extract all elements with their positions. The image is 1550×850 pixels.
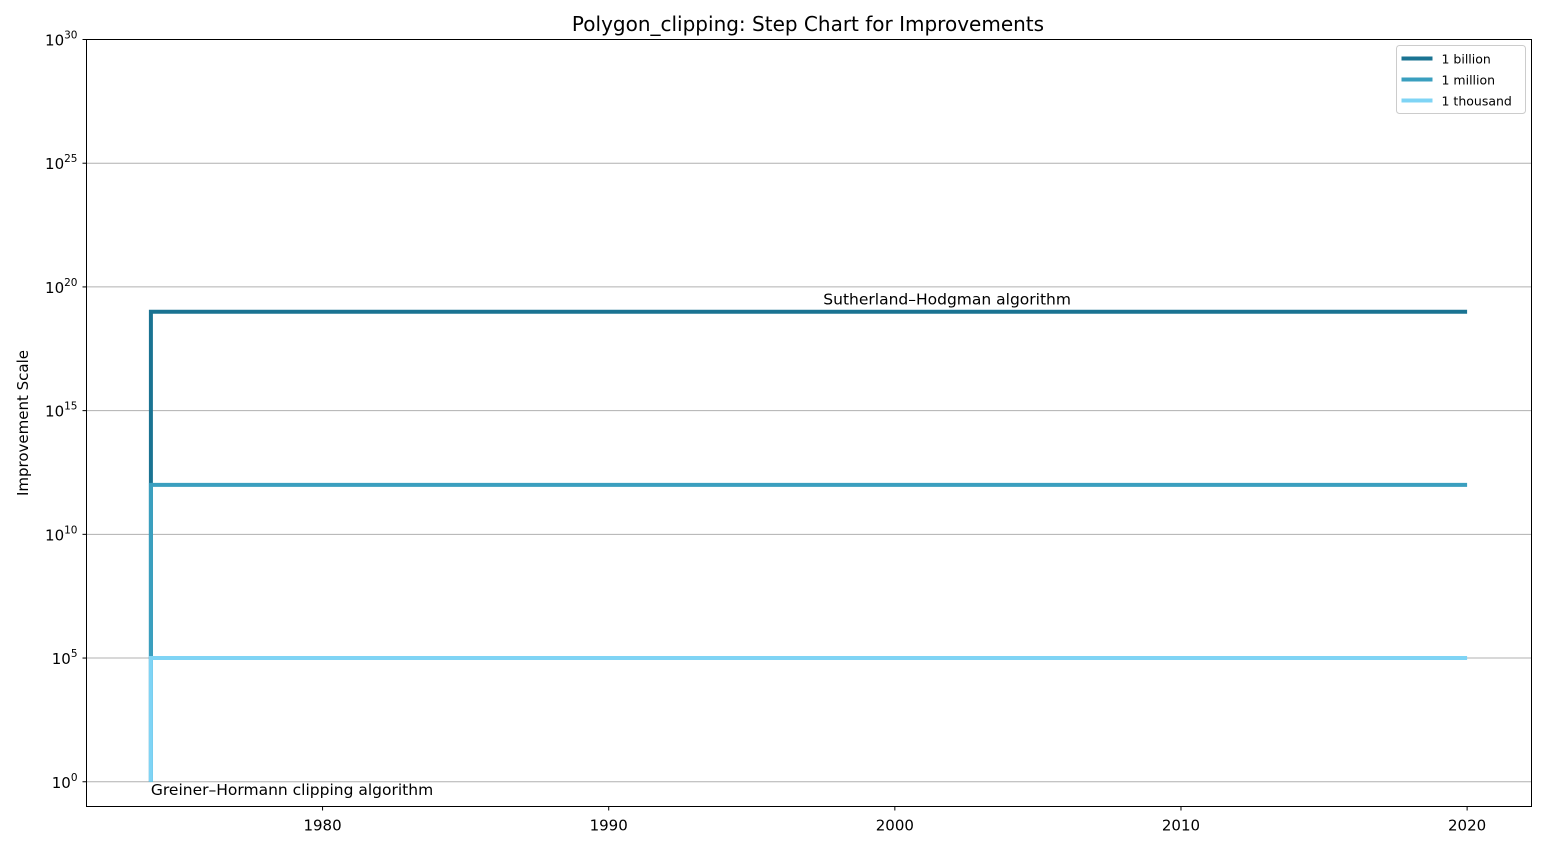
y-tick-label-base: 10 <box>45 403 64 421</box>
y-tick-label-base: 10 <box>45 279 64 297</box>
chart-title: Polygon_clipping: Step Chart for Improve… <box>572 12 1044 36</box>
x-tick-label: 2020 <box>1448 817 1486 835</box>
legend-label: 1 million <box>1442 73 1496 88</box>
y-tick-label-base: 10 <box>52 774 71 792</box>
y-tick-label: 105 <box>52 648 78 668</box>
y-tick-label-exponent: 30 <box>64 30 77 42</box>
y-tick-label-base: 10 <box>45 155 64 173</box>
series-lines <box>148 309 1468 782</box>
x-tick-label: 1980 <box>303 817 341 835</box>
x-axis: 1980 1990 2000 2010 2020 <box>303 806 1486 835</box>
y-tick-label: 1015 <box>45 401 77 421</box>
y-tick-label: 100 <box>52 772 78 792</box>
plot-frame <box>86 39 1532 807</box>
annotation-label: Sutherland–Hodgman algorithm <box>823 291 1071 309</box>
y-tick-label-exponent: 20 <box>64 277 77 289</box>
x-tick-label: 2010 <box>1162 817 1200 835</box>
legend: 1 billion 1 million 1 thousand <box>1396 45 1526 114</box>
annotation-label: Greiner–Hormann clipping algorithm <box>151 781 433 799</box>
y-axis-label: Improvement Scale <box>14 350 32 496</box>
y-tick-label-exponent: 15 <box>64 401 77 413</box>
y-tick-label: 1010 <box>45 524 77 544</box>
legend-label: 1 billion <box>1442 52 1491 67</box>
legend-box <box>1396 45 1526 114</box>
annotations: Sutherland–Hodgman algorithm Greiner–Horm… <box>151 291 1071 799</box>
x-tick-label: 1990 <box>590 817 628 835</box>
y-tick-label-base: 10 <box>45 526 64 544</box>
y-tick-label: 1025 <box>45 153 77 173</box>
series-line <box>148 656 1468 782</box>
legend-label: 1 thousand <box>1442 94 1512 109</box>
x-tick-label: 2000 <box>876 817 914 835</box>
y-tick-label-base: 10 <box>52 650 71 668</box>
y-tick-label-exponent: 0 <box>71 772 78 784</box>
y-tick-label-exponent: 5 <box>71 648 78 660</box>
y-tick-label-exponent: 10 <box>64 524 77 536</box>
y-tick-label: 1030 <box>45 30 77 50</box>
y-tick-label-base: 10 <box>45 32 64 50</box>
y-tick-label-exponent: 25 <box>64 153 77 165</box>
y-tick-label: 1020 <box>45 277 77 297</box>
